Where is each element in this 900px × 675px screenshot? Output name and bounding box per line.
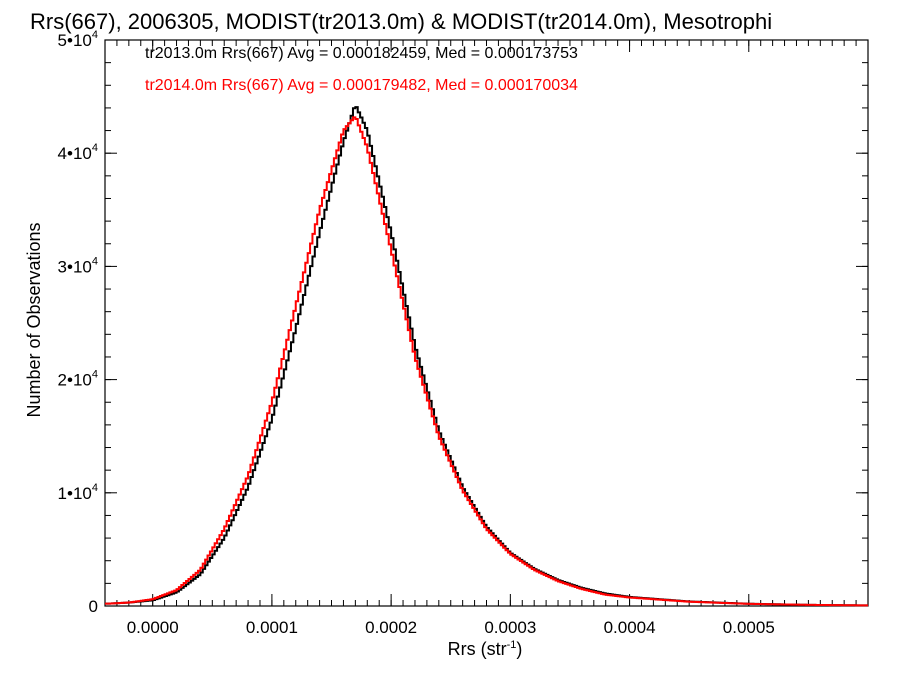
y-axis-label: Number of Observations: [24, 222, 44, 417]
axes: 0.0000 0.0001 0.0002 0.0003 0.0004 0.0005 0 1•1…: [58, 29, 869, 637]
series-layer: [105, 106, 868, 607]
x-tick-label: 0.0000: [127, 618, 179, 637]
y-tick-label: 3•104: [58, 255, 98, 276]
x-tick-label: 0.0001: [246, 618, 298, 637]
x-axis-label-tail: ): [516, 639, 522, 659]
x-tick-label: 0.0004: [604, 618, 656, 637]
y-tick-label: 5•104: [58, 29, 98, 50]
x-tick-label: 0.0002: [365, 618, 417, 637]
legend-entry-tr2013: tr2013.0m Rrs(667) Avg = 0.000182459, Me…: [145, 45, 578, 62]
x-tick-label: 0.0003: [484, 618, 536, 637]
y-tick-label: 4•104: [58, 142, 98, 163]
x-axis-label-base: Rrs (str: [448, 639, 507, 659]
chart-title: Rrs(667), 2006305, MODIST(tr2013.0m) & M…: [30, 9, 772, 34]
legend-entry-tr2014: tr2014.0m Rrs(667) Avg = 0.000179482, Me…: [145, 77, 578, 94]
x-axis-label-sup: -1: [507, 639, 517, 651]
y-tick-label: 2•104: [58, 369, 98, 390]
series-line-tr2014: [105, 116, 868, 607]
plot-frame: [104, 39, 869, 607]
y-tick-label: 0: [89, 597, 98, 616]
y-tick-label: 1•104: [58, 482, 98, 503]
x-axis-label: Rrs (str-1): [448, 639, 523, 659]
x-tick-label: 0.0005: [723, 618, 775, 637]
